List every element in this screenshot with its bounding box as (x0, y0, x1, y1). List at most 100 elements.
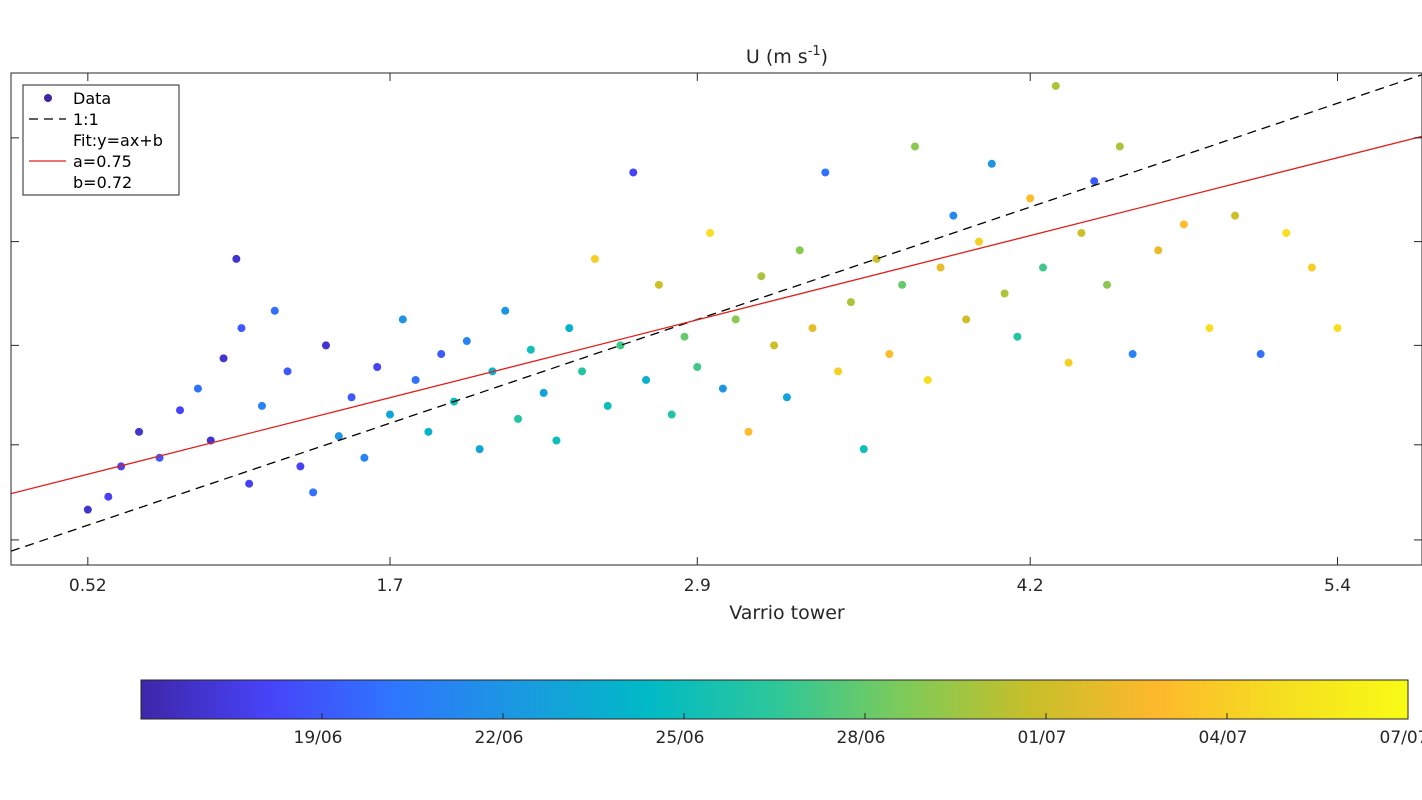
data-point (296, 462, 305, 471)
data-point (552, 436, 561, 445)
data-point (578, 367, 587, 376)
colorbar-tick-label: 28/06 (837, 728, 886, 748)
data-point (616, 341, 625, 350)
data-point (1103, 280, 1112, 289)
data-point (1026, 194, 1035, 203)
data-point (514, 414, 523, 423)
data-point (309, 488, 318, 497)
data-point (693, 362, 702, 371)
data-point (1307, 263, 1316, 272)
legend-marker-data (44, 94, 52, 102)
data-point (744, 427, 753, 436)
data-point (1154, 246, 1163, 255)
data-point (782, 393, 791, 402)
legend-entry: Data (73, 89, 111, 108)
data-point (193, 384, 202, 393)
data-point (1231, 211, 1240, 220)
data-point (667, 410, 676, 419)
data-point (757, 272, 766, 281)
data-point (83, 505, 92, 514)
data-point (1000, 289, 1009, 298)
data-point (565, 324, 574, 333)
legend-entry: 1:1 (73, 110, 99, 129)
colorbar-tick-label: 19/06 (294, 728, 343, 748)
data-point (232, 254, 241, 263)
x-tick-label: 4.2 (1017, 576, 1044, 596)
data-point (846, 298, 855, 307)
legend-entry: Fit:y=ax+b (73, 131, 163, 150)
data-point (1282, 228, 1291, 237)
plot-area: 0.52 1.7 2.9 4.2 5.4 (10, 72, 1422, 596)
data-point (104, 492, 113, 501)
data-point (949, 211, 958, 220)
x-tick-label: 5.4 (1324, 576, 1351, 596)
data-point (923, 375, 932, 384)
data-point (1128, 350, 1137, 359)
data-point (1051, 81, 1060, 90)
data-point (1115, 142, 1124, 151)
legend-entry: b=0.72 (73, 173, 132, 192)
data-point (1205, 324, 1214, 333)
data-point (1077, 228, 1086, 237)
data-point (795, 246, 804, 255)
data-point (526, 345, 535, 354)
colorbar-tick-label: 04/07 (1199, 728, 1248, 748)
data-point (1039, 263, 1048, 272)
data-point (219, 354, 228, 363)
legend-entry: a=0.75 (73, 152, 132, 171)
data-point (859, 445, 868, 454)
data-point (539, 388, 548, 397)
data-point (411, 375, 420, 384)
colorbar-tick-label: 07/07 (1380, 728, 1422, 748)
x-tick-label: 2.9 (684, 576, 711, 596)
data-point (1256, 350, 1265, 359)
data-point (462, 337, 471, 346)
data-point (603, 401, 612, 410)
data-point (910, 142, 919, 151)
chart-title: U (m s-1) (746, 44, 828, 68)
data-point (987, 159, 996, 168)
data-point (962, 315, 971, 324)
data-point (373, 362, 382, 371)
legend-box (22, 84, 180, 196)
colorbar: 19/06 22/06 25/06 28/06 01/07 04/07 07/07 (140, 679, 1422, 748)
data-point (347, 393, 356, 402)
colorbar-gradient (140, 679, 1409, 720)
x-tick-label: 1.7 (376, 576, 403, 596)
data-point (974, 237, 983, 246)
data-point (257, 401, 266, 410)
data-point (821, 168, 830, 177)
data-point (1064, 358, 1073, 367)
one-to-one-line (11, 74, 1422, 552)
data-point (808, 324, 817, 333)
data-point (1333, 324, 1342, 333)
data-point (385, 410, 394, 419)
data-point (872, 254, 881, 263)
data-point (885, 350, 894, 359)
data-point (283, 367, 292, 376)
data-point (731, 315, 740, 324)
data-point (398, 315, 407, 324)
title-main: U (m s (746, 46, 808, 68)
data-point (334, 432, 343, 441)
colorbar-tick-label: 22/06 (475, 728, 524, 748)
data-point (1013, 332, 1022, 341)
data-point (135, 427, 144, 436)
plot-frame (10, 72, 1422, 566)
data-point (321, 341, 330, 350)
data-point (270, 306, 279, 315)
data-point (898, 280, 907, 289)
title-suffix: ) (821, 46, 828, 68)
data-point (1090, 177, 1099, 186)
data-point (475, 445, 484, 454)
data-point (936, 263, 945, 272)
colorbar-tick-label: 01/07 (1018, 728, 1067, 748)
data-point (654, 280, 663, 289)
data-point (834, 367, 843, 376)
fit-line (11, 135, 1422, 495)
data-point (237, 324, 246, 333)
x-tick-label: 0.52 (69, 576, 107, 596)
data-point (770, 341, 779, 350)
data-point (680, 332, 689, 341)
